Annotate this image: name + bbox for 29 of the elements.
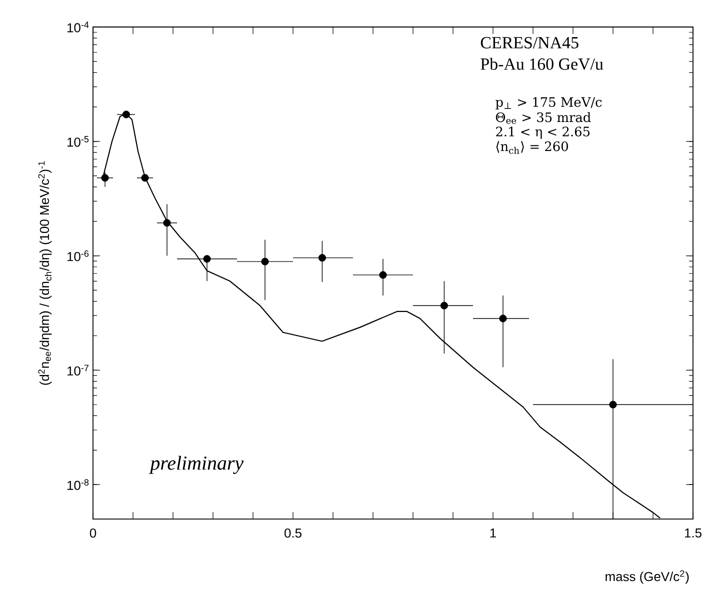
point <box>609 400 617 408</box>
point <box>499 314 507 322</box>
y-tick-label: 10$^{-8}$ <box>68 479 89 490</box>
x-tick-label: 0 <box>90 528 96 538</box>
x-tick-label: 1.5 <box>684 528 702 538</box>
point <box>440 302 448 310</box>
point <box>318 254 326 262</box>
x-axis-title: mass (GeV/c$^{2}$) <box>606 570 689 584</box>
point <box>261 258 269 266</box>
y-tick-label: 10$^{-4}$ <box>68 22 89 32</box>
annotation: Pb-Au 160 GeV/u <box>480 58 604 70</box>
point <box>141 174 149 182</box>
y-tick-label: 10$^{-6}$ <box>68 250 89 262</box>
annotation: Θ$_{ee}$ > 35 mrad <box>496 112 591 124</box>
point <box>379 271 387 279</box>
point <box>122 110 130 118</box>
point <box>101 174 109 182</box>
point <box>203 255 211 263</box>
x-tick-label: 1 <box>490 528 496 538</box>
annotation: preliminary <box>149 456 244 474</box>
x-tick-label: 0.5 <box>284 528 302 538</box>
y-tick-label: 10$^{-7}$ <box>68 364 89 376</box>
annotation: CERES/NA45 <box>480 37 578 48</box>
point <box>163 219 171 227</box>
annotation: p$_{⊥}$ > 175 MeV/c <box>496 97 602 110</box>
text: (d$^{2}$n$_{ee}$/dηdm) / (dn$_{ch}$/dη) (100 MeV/c$^{2}$)$^{-1}$ <box>38 161 52 385</box>
y-tick-label: 10$^{-5}$ <box>68 136 89 147</box>
annotation: 2.1 < η < 2.65 <box>496 126 590 139</box>
annotation: ⟨n$_{ch}$⟩ = 260 <box>496 141 568 154</box>
